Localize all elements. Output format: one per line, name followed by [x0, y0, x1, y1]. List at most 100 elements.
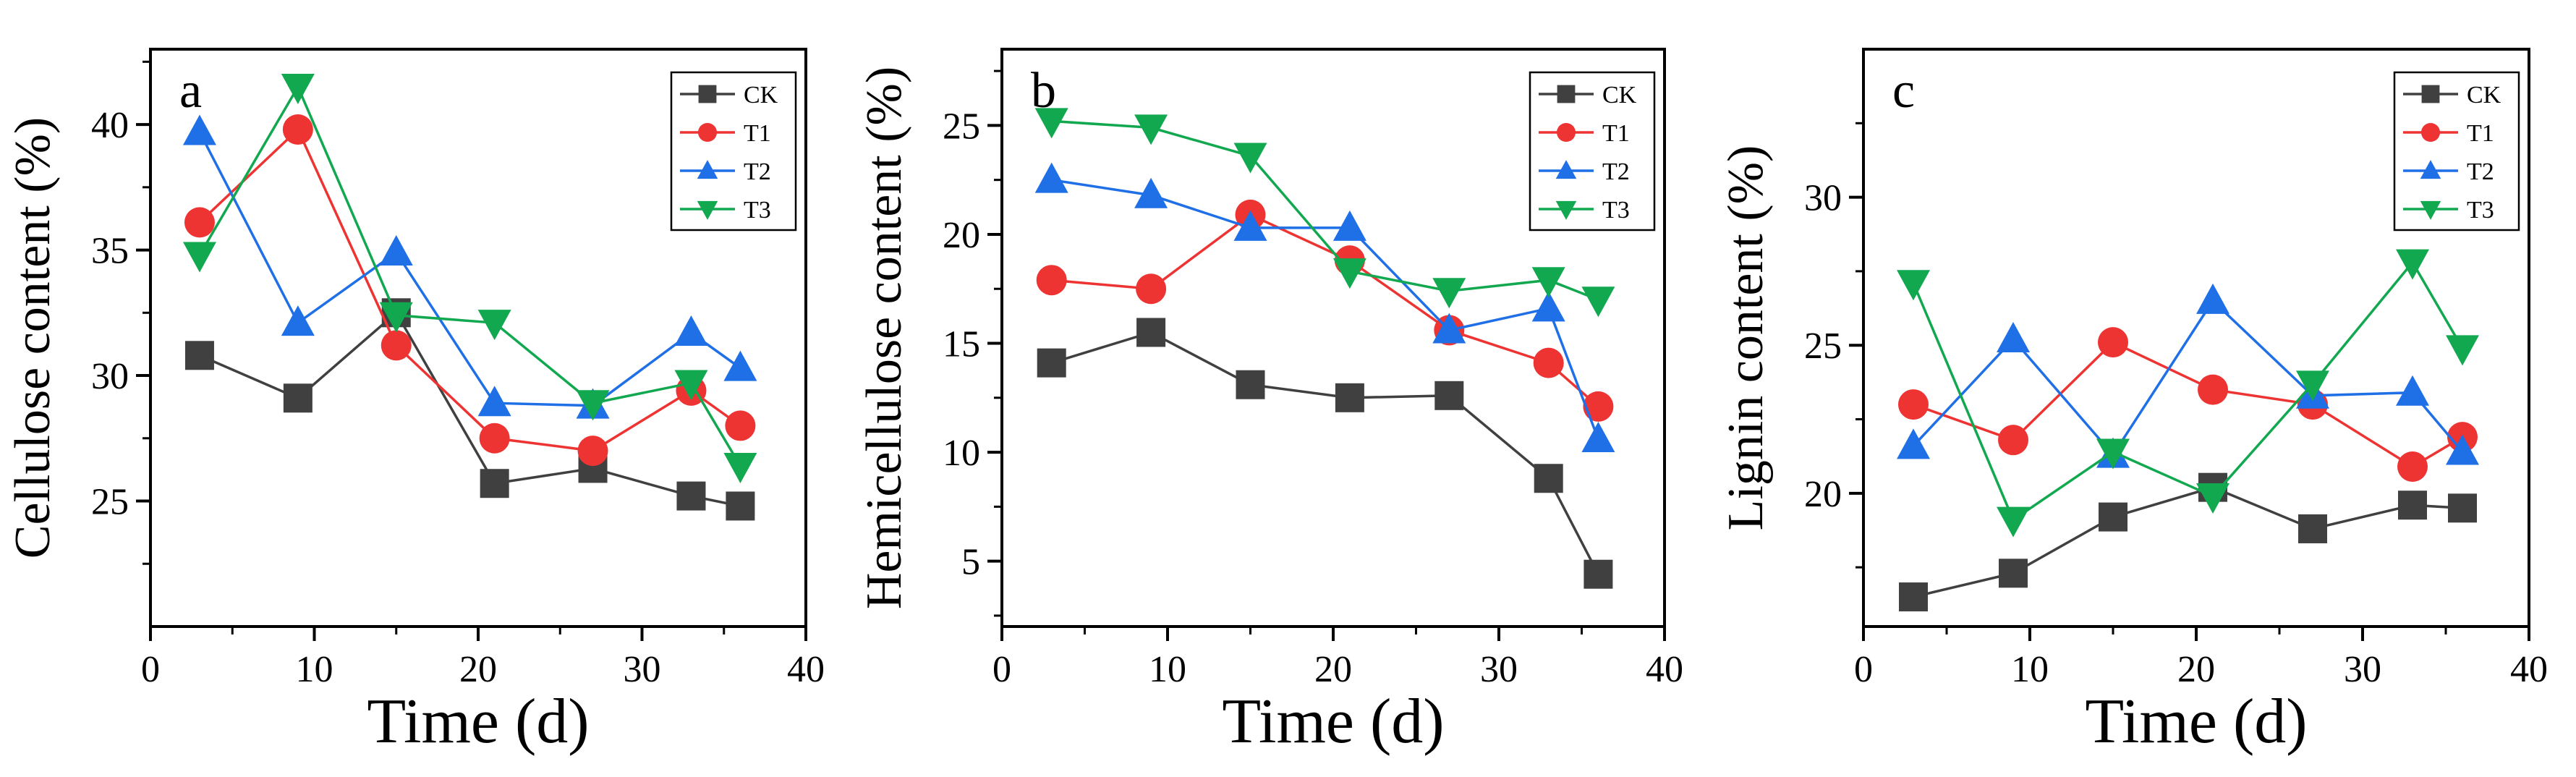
data-point-ck-5 [676, 481, 706, 511]
y-tick-label: 10 [943, 433, 980, 474]
data-point-ck-4 [2298, 514, 2327, 543]
data-point-ck-2 [2099, 502, 2127, 532]
legend: CK T1 T2 T3 [670, 71, 797, 232]
data-point-t3-4 [576, 390, 610, 421]
data-point-t3-2 [1233, 143, 1267, 174]
panel-label: c [1892, 63, 1915, 119]
legend-label: T1 [1602, 120, 1630, 147]
legend-label: CK [2467, 82, 2501, 109]
data-point-t2-5 [674, 315, 708, 347]
x-tick-label: 0 [1854, 649, 1873, 690]
data-point-t1-0 [1036, 265, 1067, 296]
legend-label: T1 [2467, 120, 2494, 147]
x-tick-label: 40 [2510, 649, 2548, 690]
data-point-t1-3 [2198, 374, 2228, 405]
data-point-t3-1 [1134, 114, 1168, 145]
data-point-t2-3 [2196, 283, 2229, 314]
data-point-t2-3 [477, 386, 511, 417]
x-tick-label: 40 [787, 649, 825, 690]
data-point-t2-6 [2446, 434, 2479, 465]
legend-marker-t3 [697, 200, 718, 220]
y-axis-title: Lignin content (%) [1718, 145, 1774, 531]
data-point-t3-2 [2096, 438, 2130, 470]
y-tick-label: 25 [1804, 326, 1842, 367]
legend-label: T3 [744, 197, 771, 224]
x-tick-label: 30 [2344, 649, 2381, 690]
data-point-t3-6 [723, 452, 757, 483]
legend-marker-ck [1557, 85, 1576, 103]
data-point-t3-6 [1581, 286, 1615, 318]
data-point-t2-1 [1134, 177, 1168, 208]
x-tick-label: 20 [2177, 649, 2215, 690]
data-point-t3-1 [281, 74, 315, 105]
x-tick-label: 10 [1149, 649, 1186, 690]
panel-label: a [179, 63, 202, 119]
legend-label: T3 [1602, 197, 1630, 224]
legend: CK T1 T2 T3 [2393, 71, 2520, 232]
data-point-t1-5 [2397, 451, 2428, 483]
data-point-t1-5 [1533, 347, 1564, 378]
data-point-t1-1 [282, 114, 313, 145]
data-point-t2-5 [2396, 375, 2429, 406]
x-tick-label: 0 [992, 649, 1011, 690]
data-point-t2-0 [1034, 162, 1068, 193]
legend-marker-ck [2421, 85, 2440, 103]
chart-panel-c: 0 10 20 30 40 20 25 30 Time (d) Lignin content (%… [1718, 48, 2548, 757]
data-point-ck-0 [1037, 348, 1066, 378]
series-line-ck [1913, 485, 2463, 598]
data-point-t3-3 [477, 310, 511, 341]
data-point-t1-1 [1136, 273, 1167, 305]
data-point-ck-0 [1899, 582, 1928, 612]
data-point-t2-4 [1432, 313, 1466, 344]
x-tick-label: 30 [1480, 649, 1518, 690]
series-line-t3 [1912, 260, 2464, 522]
data-point-ck-6 [2448, 493, 2477, 523]
data-point-t3-5 [674, 370, 708, 401]
x-tick-label: 30 [624, 649, 661, 690]
series-line-t2 [198, 131, 741, 407]
legend-marker-t1 [1556, 122, 1576, 143]
data-point-t3-1 [1997, 506, 2030, 538]
data-point-t1-2 [2098, 327, 2128, 358]
data-point-t3-4 [2296, 370, 2329, 402]
data-point-ck-3 [1335, 383, 1364, 412]
data-point-ck-6 [1584, 559, 1613, 589]
data-point-ck-6 [726, 491, 755, 521]
legend-label: T2 [1602, 158, 1630, 185]
y-tick-label: 20 [943, 215, 980, 256]
x-axis-title: Time (d) [1222, 687, 1444, 757]
data-point-t3-5 [2396, 249, 2429, 280]
data-point-t3-2 [379, 302, 413, 333]
legend-label: T3 [2467, 197, 2494, 224]
data-point-t3-0 [1034, 108, 1068, 139]
data-point-ck-5 [2398, 491, 2427, 520]
series-line-t1 [1913, 341, 2463, 469]
legend-label: CK [1602, 82, 1637, 109]
y-axis-title: Hemicellulose content (%) [856, 67, 912, 609]
data-point-t1-6 [1583, 391, 1614, 422]
data-point-t2-6 [1581, 422, 1615, 453]
x-tick-label: 20 [459, 649, 497, 690]
legend-marker-t3 [2420, 200, 2441, 220]
data-point-ck-1 [1136, 318, 1166, 347]
legend-marker-t1 [2420, 122, 2441, 143]
y-tick-label: 25 [943, 106, 980, 147]
legend-box [2393, 71, 2520, 232]
x-tick-label: 10 [2011, 649, 2049, 690]
legend-label: T2 [2467, 158, 2494, 185]
chart-panel-b: 0 10 20 30 40 5 10 15 20 25 Time (d) Hemicellulose … [856, 48, 1683, 757]
x-axis-title: Time (d) [367, 687, 589, 757]
data-point-t2-2 [1233, 210, 1267, 241]
legend-marker-t2 [697, 160, 718, 179]
y-tick-label: 35 [91, 231, 129, 272]
data-point-t3-5 [1531, 267, 1565, 298]
data-point-t3-6 [2446, 335, 2479, 366]
data-point-t1-1 [1998, 425, 2028, 456]
data-point-t2-0 [182, 114, 216, 145]
data-point-ck-1 [1999, 559, 2028, 588]
data-point-t3-0 [1897, 270, 1930, 301]
series-line-t3 [1051, 119, 1599, 301]
data-point-ck-5 [1534, 464, 1563, 493]
legend-marker-t2 [1555, 160, 1577, 179]
